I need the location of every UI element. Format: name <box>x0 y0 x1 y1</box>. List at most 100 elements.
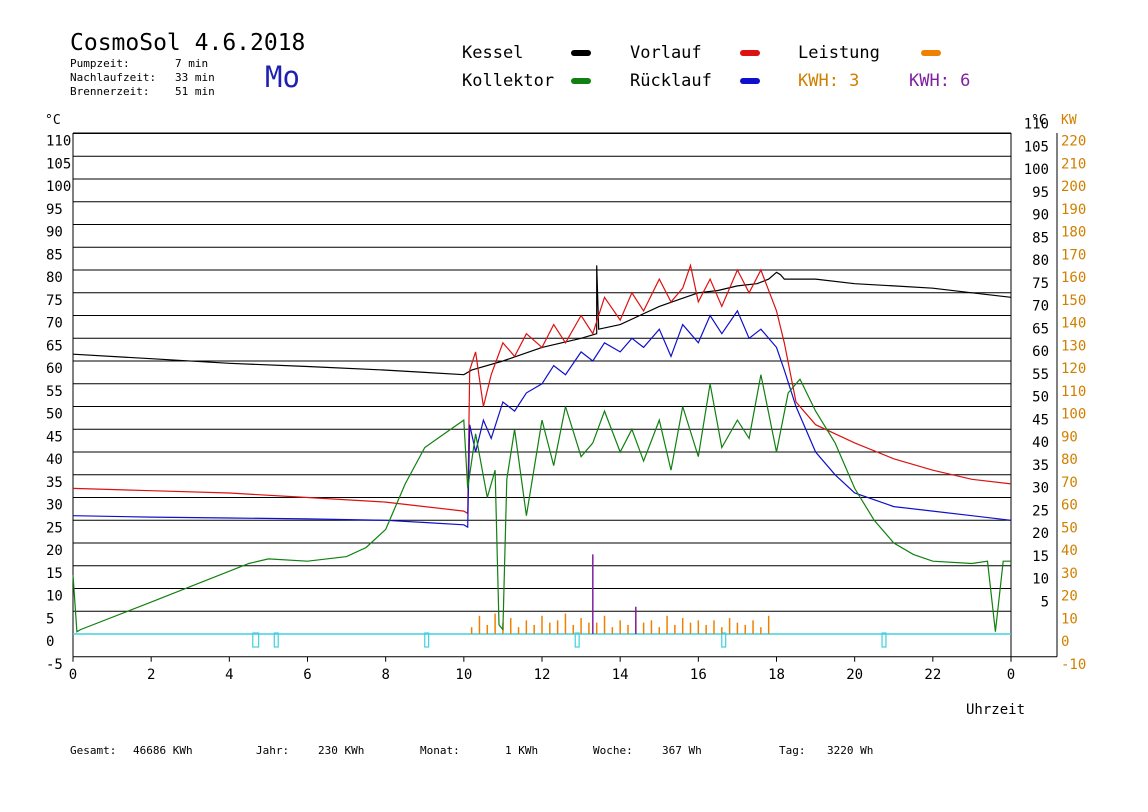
y-tick-label-left: 65 <box>46 338 63 354</box>
x-tick-label: 12 <box>534 667 551 683</box>
brenner-time-label: Brennerzeit: <box>70 85 150 98</box>
x-tick-label: 0 <box>69 667 77 683</box>
y-tick-label-right: 100 <box>1024 162 1049 178</box>
y-tick-label-right: 60 <box>1032 344 1049 360</box>
y-tick-label-left: 30 <box>46 498 63 514</box>
y-tick-label-right: 80 <box>1032 253 1049 269</box>
page-title: CosmoSol 4.6.2018 <box>70 30 306 56</box>
pump-on-marker <box>881 632 887 648</box>
footer-gesamt-value: 46686 KWh <box>133 744 193 757</box>
legend-kwh1-label: KWH: 3 <box>798 71 860 91</box>
y-tick-label-right: 45 <box>1032 412 1049 428</box>
nachlauf-time-value: 33 min <box>175 71 215 84</box>
y-tick-label-kw: 110 <box>1061 384 1086 400</box>
legend-leistung-swatch <box>921 50 941 56</box>
pump-time-value: 7 min <box>175 57 209 70</box>
legend-kwh2-label: KWH: 6 <box>909 71 971 91</box>
series-line-kollektor <box>72 374 1011 633</box>
y-tick-label-left: 85 <box>46 247 63 263</box>
footer-monat-label: Monat: <box>420 744 460 757</box>
legend-kollektor-swatch <box>571 78 591 84</box>
pump-on-marker <box>273 632 279 648</box>
y-tick-label-kw: 20 <box>1061 589 1078 605</box>
y-tick-label-right: 25 <box>1032 503 1049 519</box>
y-tick-label-right: 90 <box>1032 208 1049 224</box>
y-tick-label-right: 50 <box>1032 390 1049 406</box>
y-tick-label-kw: 160 <box>1061 270 1086 286</box>
y-tick-label-kw: 200 <box>1061 179 1086 195</box>
y-tick-label-left: 105 <box>46 156 71 172</box>
footer-monat-value: 1 KWh <box>505 744 539 757</box>
y-tick-label-kw: 180 <box>1061 225 1086 241</box>
legend-ruecklauf-label: Rücklauf <box>630 71 712 91</box>
y-tick-label-right: 55 <box>1032 367 1049 383</box>
footer-tag-label: Tag: <box>779 744 806 757</box>
x-tick-label: 20 <box>846 667 863 683</box>
footer-tag-value: 3220 Wh <box>827 744 874 757</box>
footer-woche-label: Woche: <box>593 744 633 757</box>
y-tick-label-left: 55 <box>46 384 63 400</box>
y-tick-label-left: -5 <box>46 657 63 673</box>
footer-woche-value: 367 Wh <box>662 744 702 757</box>
y-tick-label-kw: 30 <box>1061 566 1078 582</box>
weekday-label: Mo <box>265 60 300 94</box>
x-tick-label: 2 <box>147 667 155 683</box>
y-tick-label-kw: 170 <box>1061 247 1086 263</box>
y-tick-label-kw: 70 <box>1061 475 1078 491</box>
x-tick-label: 6 <box>303 667 311 683</box>
y-tick-label-kw: 100 <box>1061 407 1086 423</box>
y-tick-label-right: 5 <box>1041 594 1049 610</box>
pump-on-marker <box>721 632 727 648</box>
y-tick-label-kw: 50 <box>1061 520 1078 536</box>
y-tick-label-right: 110 <box>1024 117 1049 133</box>
x-tick-label: 16 <box>690 667 707 683</box>
y-tick-label-right: 10 <box>1032 572 1049 588</box>
y-tick-label-kw: 10 <box>1061 611 1078 627</box>
legend-kessel-label: Kessel <box>462 43 524 63</box>
y-tick-label-kw: 90 <box>1061 429 1078 445</box>
y-tick-label-kw: 130 <box>1061 338 1086 354</box>
y-tick-label-kw: 150 <box>1061 293 1086 309</box>
y-tick-label-right: 15 <box>1032 549 1049 565</box>
y-axis-left-unit: °C <box>45 113 61 128</box>
y-tick-label-kw: 210 <box>1061 156 1086 172</box>
y-tick-label-left: 15 <box>46 566 63 582</box>
y-tick-label-right: 85 <box>1032 230 1049 246</box>
y-tick-label-kw: 140 <box>1061 316 1086 332</box>
legend-vorlauf-label: Vorlauf <box>630 43 702 63</box>
pump-on-marker <box>424 632 430 648</box>
pump-time-label: Pumpzeit: <box>70 57 130 70</box>
y-tick-label-right: 65 <box>1032 321 1049 337</box>
y-tick-label-left: 110 <box>46 134 71 150</box>
series-line-vorlauf <box>72 263 1012 515</box>
y-tick-label-left: 50 <box>46 407 63 423</box>
y-tick-label-right: 20 <box>1032 526 1049 542</box>
nachlauf-time-label: Nachlaufzeit: <box>70 71 157 84</box>
y-tick-label-left: 90 <box>46 225 63 241</box>
y-tick-label-left: 100 <box>46 179 71 195</box>
y-tick-label-right: 70 <box>1032 299 1049 315</box>
x-tick-label: 10 <box>455 667 472 683</box>
y-tick-label-kw: 80 <box>1061 452 1078 468</box>
y-tick-label-left: 35 <box>46 475 63 491</box>
brenner-time-value: 51 min <box>175 85 215 98</box>
y-tick-label-left: 25 <box>46 520 63 536</box>
y-tick-label-left: 40 <box>46 452 63 468</box>
footer-gesamt-label: Gesamt: <box>70 744 117 757</box>
series-line-rcklauf <box>72 309 1012 529</box>
y-axis-kw-unit: KW <box>1061 113 1077 128</box>
x-tick-label: 8 <box>381 667 389 683</box>
x-tick-label: 14 <box>612 667 629 683</box>
footer-jahr-label: Jahr: <box>256 744 290 757</box>
y-tick-label-right: 40 <box>1032 435 1049 451</box>
legend-kessel-swatch <box>571 50 591 56</box>
y-tick-label-left: 80 <box>46 270 63 286</box>
x-tick-label: 0 <box>1007 667 1015 683</box>
legend-ruecklauf-swatch <box>740 78 760 84</box>
footer-jahr-value: 230 KWh <box>318 744 365 757</box>
y-tick-label-left: 95 <box>46 202 63 218</box>
y-tick-label-left: 60 <box>46 361 63 377</box>
legend-leistung-label: Leistung <box>798 43 880 63</box>
y-tick-label-left: 20 <box>46 543 63 559</box>
y-tick-label-right: 95 <box>1032 185 1049 201</box>
